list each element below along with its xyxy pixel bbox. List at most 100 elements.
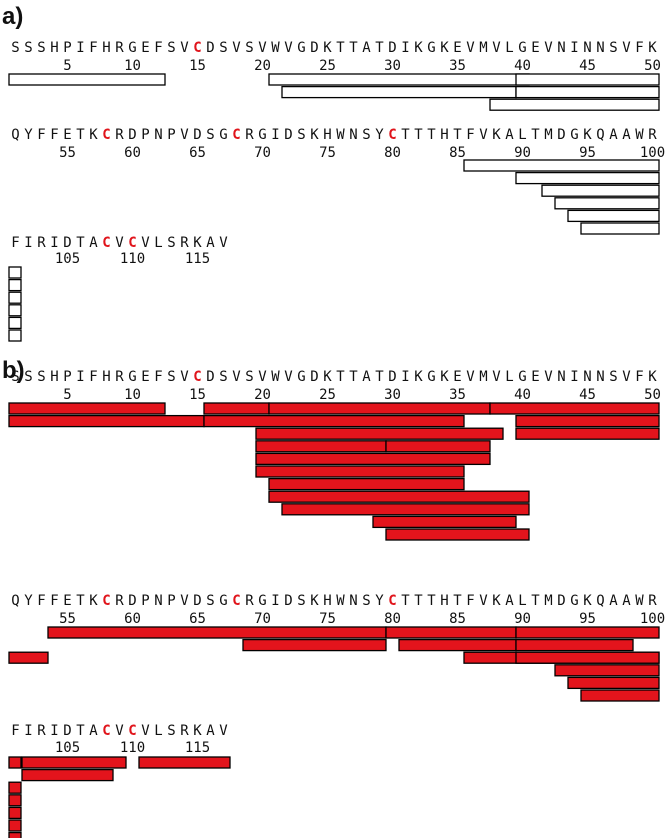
- residue-tick-label: 60: [124, 611, 141, 627]
- residue-tick-label: 70: [254, 145, 271, 161]
- peptide-bar: [515, 651, 660, 664]
- sequence-residue: K: [414, 369, 423, 385]
- sequence-residue: S: [609, 40, 617, 56]
- sequence-residue: I: [50, 723, 58, 739]
- sequence-residue: A: [362, 369, 371, 385]
- sequence-residue: A: [89, 235, 98, 251]
- sequence-residue: S: [167, 723, 175, 739]
- sequence-residue: S: [206, 127, 214, 143]
- peptide-bar: [255, 427, 504, 440]
- residue-tick-label: 20: [254, 387, 271, 403]
- cysteine-residue: C: [128, 723, 136, 739]
- sequence-residue: K: [414, 40, 423, 56]
- sequence-residue: S: [11, 369, 19, 385]
- sequence-residue: F: [154, 369, 162, 385]
- sequence-residue: N: [557, 369, 565, 385]
- cysteine-residue: C: [102, 723, 110, 739]
- sequence-residue: S: [167, 40, 175, 56]
- residue-tick-label: 35: [449, 387, 466, 403]
- peptide-bar: [515, 414, 660, 428]
- peptide-bar: [8, 402, 166, 415]
- sequence-residue: A: [362, 40, 371, 56]
- sequence-residue: I: [401, 369, 409, 385]
- sequence-residue: V: [258, 40, 267, 56]
- peptide-bar: [203, 402, 270, 415]
- peptide-bar: [255, 452, 491, 466]
- sequence-residue: V: [466, 40, 475, 56]
- sequence-residue: H: [440, 127, 448, 143]
- cysteine-residue: C: [388, 593, 396, 609]
- sequence-residue: I: [271, 593, 279, 609]
- sequence-residue: G: [427, 369, 435, 385]
- residue-tick-label: 90: [514, 145, 531, 161]
- sequence-residue: D: [557, 127, 565, 143]
- sequence-residue: S: [167, 369, 175, 385]
- sequence-residue: D: [193, 127, 201, 143]
- sequence-residue: K: [492, 127, 501, 143]
- sequence-residue: V: [258, 369, 267, 385]
- sequence-residue: V: [115, 723, 124, 739]
- sequence-residue: F: [89, 40, 97, 56]
- sequence-residue: A: [505, 593, 514, 609]
- sequence-residue: T: [76, 723, 85, 739]
- sequence-residue: V: [466, 369, 475, 385]
- sequence-residue: P: [167, 127, 175, 143]
- sequence-residue: D: [388, 40, 396, 56]
- sequence-residue: S: [362, 593, 370, 609]
- sequence-residue: I: [24, 235, 32, 251]
- sequence-residue: F: [37, 593, 45, 609]
- peptide-bar: [268, 477, 465, 491]
- residue-tick-label: 115: [185, 740, 210, 756]
- cysteine-residue: C: [193, 40, 201, 56]
- sequence-residue: D: [193, 593, 201, 609]
- sequence-residue: K: [310, 593, 319, 609]
- sequence-residue: N: [583, 40, 591, 56]
- sequence-residue: T: [76, 127, 85, 143]
- sequence-residue: G: [258, 127, 266, 143]
- sequence-residue: S: [24, 40, 32, 56]
- residue-tick-label: 100: [640, 145, 665, 161]
- sequence-residue: S: [24, 369, 32, 385]
- sequence-residue: V: [492, 369, 501, 385]
- sequence-residue: T: [401, 593, 410, 609]
- sequence-residue: S: [297, 593, 305, 609]
- sequence-residue: M: [479, 40, 487, 56]
- peptide-bar: [8, 304, 22, 317]
- sequence-residue: T: [375, 369, 384, 385]
- sequence-residue: Q: [11, 593, 19, 609]
- sequence-residue: A: [206, 235, 215, 251]
- peptide-bar: [489, 402, 660, 415]
- residue-tick-label: 30: [384, 387, 401, 403]
- sequence-residue: V: [219, 723, 228, 739]
- residue-tick-label: 45: [579, 387, 596, 403]
- residue-tick-label: 50: [644, 58, 661, 74]
- peptide-bar: [580, 689, 660, 702]
- cysteine-residue: C: [232, 593, 240, 609]
- peptide-bar: [463, 159, 660, 172]
- peptide-bar: [554, 664, 660, 677]
- peptide-bar: [281, 503, 530, 516]
- peptide-bar: [8, 414, 205, 428]
- sequence-residue: R: [115, 127, 124, 143]
- residue-tick-label: 50: [644, 387, 661, 403]
- peptide-bar: [203, 414, 465, 428]
- sequence-residue: R: [115, 369, 124, 385]
- sequence-residue: S: [37, 40, 45, 56]
- sequence-residue: E: [141, 369, 149, 385]
- sequence-residue: G: [570, 593, 578, 609]
- sequence-residue: E: [453, 40, 461, 56]
- sequence-residue: F: [89, 369, 97, 385]
- residue-tick-label: 80: [384, 145, 401, 161]
- sequence-residue: T: [349, 40, 358, 56]
- sequence-residue: T: [76, 235, 85, 251]
- sequence-residue: G: [128, 369, 136, 385]
- sequence-residue: V: [544, 40, 553, 56]
- peptide-bar: [385, 528, 530, 541]
- sequence-residue: R: [115, 40, 124, 56]
- peptide-bar: [268, 73, 530, 86]
- sequence-residue: G: [297, 40, 305, 56]
- panel-label: b): [2, 357, 25, 384]
- sequence-residue: H: [323, 127, 331, 143]
- sequence-residue: A: [622, 593, 631, 609]
- sequence-residue: N: [349, 127, 357, 143]
